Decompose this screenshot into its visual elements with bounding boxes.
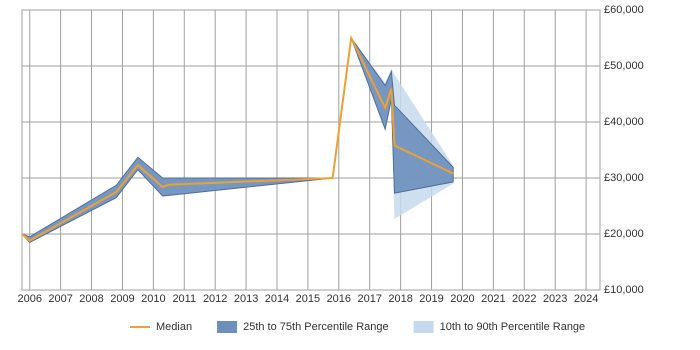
x-tick-label: 2007 — [48, 293, 72, 305]
legend-label: 10th to 90th Percentile Range — [440, 321, 586, 333]
y-tick-label: £60,000 — [604, 4, 644, 16]
x-tick-label: 2014 — [265, 293, 289, 305]
x-tick-label: 2019 — [419, 293, 443, 305]
y-tick-label: £50,000 — [604, 60, 644, 72]
x-tick-label: 2008 — [79, 293, 103, 305]
x-tick-label: 2021 — [481, 293, 505, 305]
median-line — [21, 34, 454, 242]
x-tick-label: 2024 — [574, 293, 598, 305]
x-tick-label: 2017 — [357, 293, 381, 305]
legend-swatch — [217, 321, 238, 333]
legend-label: Median — [156, 321, 192, 333]
x-tick-label: 2018 — [388, 293, 412, 305]
x-tick-label: 2020 — [450, 293, 474, 305]
legend-label: 25th to 75th Percentile Range — [243, 321, 389, 333]
y-tick-label: £30,000 — [604, 172, 644, 184]
y-tick-label: £20,000 — [604, 228, 644, 240]
legend-swatch — [413, 321, 434, 333]
x-tick-label: 2009 — [110, 293, 134, 305]
x-tick-label: 2010 — [141, 293, 165, 305]
plot-area — [21, 9, 601, 291]
x-tick-label: 2012 — [203, 293, 227, 305]
y-tick-label: £40,000 — [604, 116, 644, 128]
x-tick-label: 2023 — [543, 293, 567, 305]
x-tick-label: 2015 — [296, 293, 320, 305]
x-tick-label: 2016 — [327, 293, 351, 305]
percentile-band — [21, 36, 454, 244]
x-tick-label: 2011 — [172, 293, 196, 305]
x-tick-label: 2006 — [17, 293, 41, 305]
x-tick-label: 2022 — [512, 293, 536, 305]
y-tick-label: £10,000 — [604, 284, 644, 296]
x-tick-label: 2013 — [234, 293, 258, 305]
